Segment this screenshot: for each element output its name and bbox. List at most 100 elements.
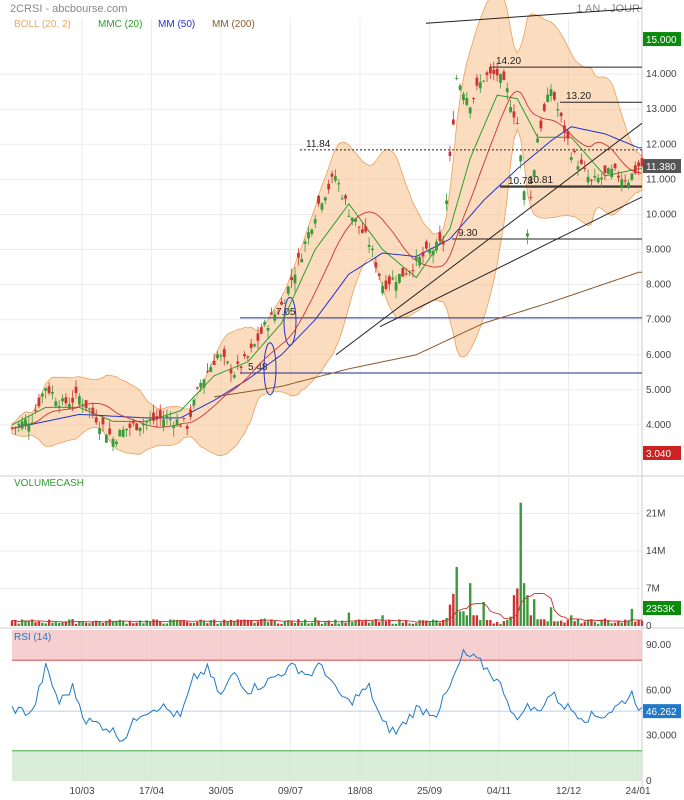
candle-body: [162, 419, 166, 427]
volume-last-badge-bg: [643, 601, 681, 615]
rsi-tick-label: 30.000: [646, 731, 677, 742]
candle-body: [522, 191, 526, 201]
candle-body: [104, 434, 108, 443]
volume-last-badge: 2353K: [646, 604, 675, 615]
candle-body: [270, 312, 273, 315]
volume-bar: [243, 619, 246, 626]
volume-bar: [570, 615, 573, 626]
volume-bar: [586, 619, 590, 626]
candle-body: [364, 226, 368, 232]
volume-bar: [236, 619, 239, 626]
candle-body: [529, 197, 533, 199]
volume-bar: [179, 620, 182, 626]
volume-bar: [411, 623, 415, 626]
candle-body: [34, 410, 37, 412]
candle-body: [623, 180, 627, 182]
volume-bar: [458, 611, 462, 626]
candle-body: [334, 176, 337, 181]
level-label: 11.84: [306, 139, 331, 150]
candle-body: [199, 383, 203, 388]
volume-bar: [512, 595, 516, 626]
volume-bar: [559, 620, 563, 626]
highlight-ellipse: [263, 342, 277, 396]
candle-body: [67, 403, 71, 409]
volume-bar: [192, 622, 196, 626]
candle-body: [44, 388, 48, 391]
candle-body: [502, 71, 506, 80]
volume-bar: [421, 620, 425, 626]
candle-body: [94, 417, 98, 423]
volume-bar: [307, 623, 310, 626]
candle-body: [10, 427, 14, 429]
volume-bar: [580, 623, 583, 626]
price-tick-label: 4.000: [646, 420, 671, 431]
volume-bar: [74, 623, 78, 626]
volume-bar: [357, 619, 361, 626]
candle-body: [317, 195, 320, 204]
candle-body: [266, 328, 270, 331]
volume-bar: [263, 618, 266, 626]
candle-body: [509, 107, 513, 113]
price-tick-label: 5.000: [646, 385, 671, 396]
candle-body: [428, 249, 432, 254]
volume-bar: [276, 623, 280, 626]
volume-bar: [118, 619, 122, 626]
candle-body: [195, 387, 199, 389]
volume-title: VOLUMECASH: [14, 478, 84, 489]
price-tick-label: 13.000: [646, 104, 677, 115]
volume-tick-label: 14M: [646, 546, 665, 557]
volume-bar: [317, 621, 320, 626]
volume-bar: [344, 622, 347, 626]
rsi-tick-label: 90.00: [646, 640, 671, 651]
volume-bar: [135, 622, 138, 626]
volume-bar: [367, 622, 371, 626]
volume-bar: [290, 620, 293, 626]
volume-bar: [384, 621, 388, 626]
candle-body: [371, 248, 374, 251]
candle-body: [357, 226, 361, 228]
candle-body: [145, 421, 149, 423]
x-tick-label: 04/11: [487, 786, 512, 797]
volume-bar: [266, 621, 270, 626]
candle-body: [209, 367, 213, 373]
level-label: 10.78: [508, 176, 533, 187]
candle-body: [249, 343, 253, 348]
volume-bar: [485, 619, 489, 626]
candle-body: [633, 165, 637, 174]
volume-bar: [536, 619, 539, 626]
candle-body: [71, 397, 75, 403]
candle-body: [606, 168, 610, 174]
price-tick-label: 11.000: [646, 174, 676, 185]
volume-bar: [388, 619, 391, 626]
candle-body: [532, 170, 536, 177]
volume-bar: [108, 619, 111, 626]
volume-bar: [522, 583, 526, 626]
volume-bar: [613, 622, 617, 626]
candle-body: [290, 277, 294, 281]
candle-body: [246, 356, 250, 358]
volume-bar: [47, 619, 51, 626]
candle-body: [546, 94, 550, 102]
volume-bar: [455, 567, 458, 626]
volume-bar: [300, 622, 303, 626]
candle-body: [155, 416, 159, 420]
candle-body: [138, 427, 142, 432]
volume-bar: [142, 623, 145, 626]
volume-bar: [590, 619, 593, 626]
candle-body: [263, 321, 267, 325]
candle-body: [276, 312, 280, 314]
volume-bar: [563, 622, 566, 626]
volume-tick-label: 21M: [646, 508, 665, 519]
volume-bar: [364, 619, 367, 626]
volume-bar: [283, 621, 287, 626]
volume-bar: [330, 623, 334, 626]
rsi-last-badge-bg: [643, 704, 681, 719]
volume-bar: [573, 621, 576, 626]
candle-body: [613, 163, 617, 169]
volume-bar: [526, 595, 529, 626]
volume-bar: [185, 621, 189, 626]
low-badge-bg: [643, 445, 681, 460]
candle-body: [152, 412, 155, 421]
candle-body: [387, 276, 391, 285]
candle-body: [40, 393, 44, 397]
